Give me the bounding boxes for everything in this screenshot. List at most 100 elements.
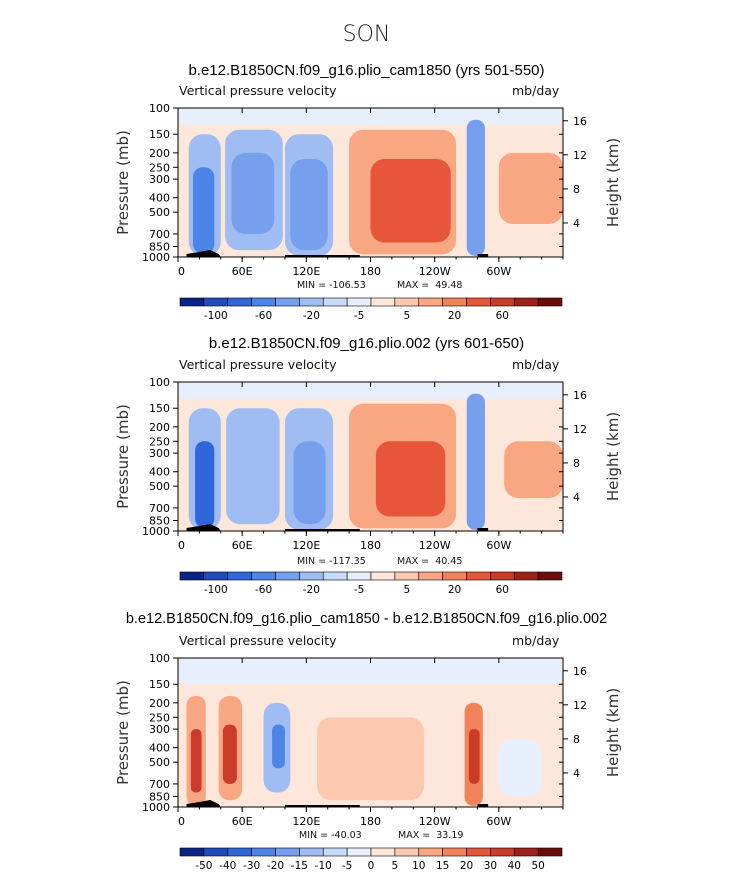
topography-africa xyxy=(186,800,221,807)
colorbar-swatch xyxy=(251,847,276,857)
field-region-11 xyxy=(498,739,542,797)
colorbar-swatch xyxy=(537,297,563,307)
topography-andes xyxy=(477,528,489,531)
height-tick-label: 8 xyxy=(573,457,580,470)
x-tick-label: 180 xyxy=(360,265,381,278)
colorbar-swatch xyxy=(346,847,372,857)
colorbar-label: 60 xyxy=(496,310,509,322)
x-tick-label: 180 xyxy=(360,815,381,828)
topography-africa xyxy=(186,250,221,257)
x-tick-label: 0 xyxy=(178,539,185,552)
y-tick-label: 1000 xyxy=(142,801,170,814)
panel-2-units: mb/day xyxy=(512,357,560,372)
y-tick-label: 500 xyxy=(149,206,170,219)
colorbar-swatch xyxy=(442,297,467,307)
colorbar-swatch xyxy=(322,571,348,581)
panel-2-min: MIN = -117.35 xyxy=(297,556,366,567)
y-axis-title: Pressure (mb) xyxy=(114,130,132,235)
colorbar-swatch xyxy=(346,571,372,581)
y-tick-label: 200 xyxy=(149,421,170,434)
height-tick-label: 8 xyxy=(573,183,580,196)
y-tick-label: 500 xyxy=(149,756,170,769)
colorbar-label: 5 xyxy=(392,860,399,872)
colorbar-swatch xyxy=(394,571,420,581)
height-tick-label: 16 xyxy=(573,665,587,678)
y-tick-label: 200 xyxy=(149,697,170,710)
field-region-8 xyxy=(375,441,446,517)
field-region-10 xyxy=(504,441,563,498)
colorbar-swatch xyxy=(299,297,324,307)
y-tick-label: 200 xyxy=(149,147,170,160)
height-tick-label: 4 xyxy=(573,491,580,504)
field-region-8 xyxy=(317,717,424,801)
y-tick-label: 250 xyxy=(149,711,170,724)
colorbar-swatch xyxy=(513,571,539,581)
colorbar-label: 20 xyxy=(448,310,461,322)
y-tick-label: 150 xyxy=(149,402,170,415)
field-region-5 xyxy=(231,152,275,234)
x-tick-label: 60W xyxy=(486,815,511,828)
y-tick-label: 850 xyxy=(149,240,170,253)
field-region-9 xyxy=(466,393,485,530)
y-tick-label: 400 xyxy=(149,742,170,755)
panel-3-chart: 0 60E 120E 180 120W 60W1001502002503004005007… xyxy=(114,652,622,872)
colorbar-label: 15 xyxy=(436,860,449,872)
topography-maritime xyxy=(284,805,360,807)
topography-africa xyxy=(186,524,221,531)
colorbar-label: -60 xyxy=(255,310,272,322)
colorbar-swatch xyxy=(490,297,515,307)
panel-2-variable: Vertical pressure velocity xyxy=(179,357,337,372)
colorbar-swatch xyxy=(466,847,491,857)
colorbar-swatch xyxy=(490,571,515,581)
panel-3-min: MIN = -40.03 xyxy=(299,830,362,841)
x-tick-label: 0 xyxy=(178,815,185,828)
y-tick-label: 150 xyxy=(149,128,170,141)
x-tick-label: 0 xyxy=(178,265,185,278)
x-tick-label: 60W xyxy=(486,265,511,278)
season-title: SON xyxy=(342,22,391,47)
y-tick-label: 400 xyxy=(149,466,170,479)
topography-maritime xyxy=(284,529,360,531)
y-axis-title-right: Height (km) xyxy=(604,688,622,777)
y-tick-label: 250 xyxy=(149,161,170,174)
y-axis-title: Pressure (mb) xyxy=(114,404,132,509)
panel-3-max: MAX = 33.19 xyxy=(398,830,464,841)
colorbar-swatch xyxy=(275,571,300,581)
x-tick-label: 180 xyxy=(360,539,381,552)
colorbar-swatch xyxy=(227,847,252,857)
panel-1-title: b.e12.B1850CN.f09_g16.plio_cam1850 (yrs … xyxy=(188,62,545,79)
panel-3-units: mb/day xyxy=(512,633,560,648)
height-tick-label: 4 xyxy=(573,767,580,780)
y-axis-title-right: Height (km) xyxy=(604,412,622,501)
colorbar-label: -50 xyxy=(195,860,212,872)
field-region-3 xyxy=(190,729,202,793)
colorbar-swatch xyxy=(275,847,300,857)
y-tick-label: 300 xyxy=(149,173,170,186)
x-tick-label: 120E xyxy=(292,539,320,552)
field-region-9 xyxy=(370,159,451,243)
colorbar-label: -20 xyxy=(267,860,284,872)
x-tick-label: 60W xyxy=(486,539,511,552)
height-tick-label: 4 xyxy=(573,217,580,230)
height-tick-label: 12 xyxy=(573,699,587,712)
colorbar-label: -20 xyxy=(303,584,320,596)
y-axis-title-right: Height (km) xyxy=(604,138,622,227)
panel-1-variable: Vertical pressure velocity xyxy=(179,83,337,98)
colorbar-swatch xyxy=(466,571,491,581)
colorbar-label: -20 xyxy=(303,310,320,322)
colorbar-swatch xyxy=(227,297,252,307)
colorbar-swatch xyxy=(227,571,252,581)
colorbar-label: 50 xyxy=(531,860,544,872)
x-tick-label: 60E xyxy=(232,265,253,278)
colorbar-label: 20 xyxy=(448,584,461,596)
height-tick-label: 8 xyxy=(573,733,580,746)
colorbar-label: 20 xyxy=(460,860,473,872)
colorbar-label: 10 xyxy=(412,860,425,872)
height-tick-label: 16 xyxy=(573,115,587,128)
colorbar-swatch xyxy=(537,571,563,581)
panel-1-units: mb/day xyxy=(512,83,560,98)
height-tick-label: 12 xyxy=(573,423,587,436)
colorbar-label: -5 xyxy=(354,310,364,322)
colorbar-label: -5 xyxy=(342,860,352,872)
